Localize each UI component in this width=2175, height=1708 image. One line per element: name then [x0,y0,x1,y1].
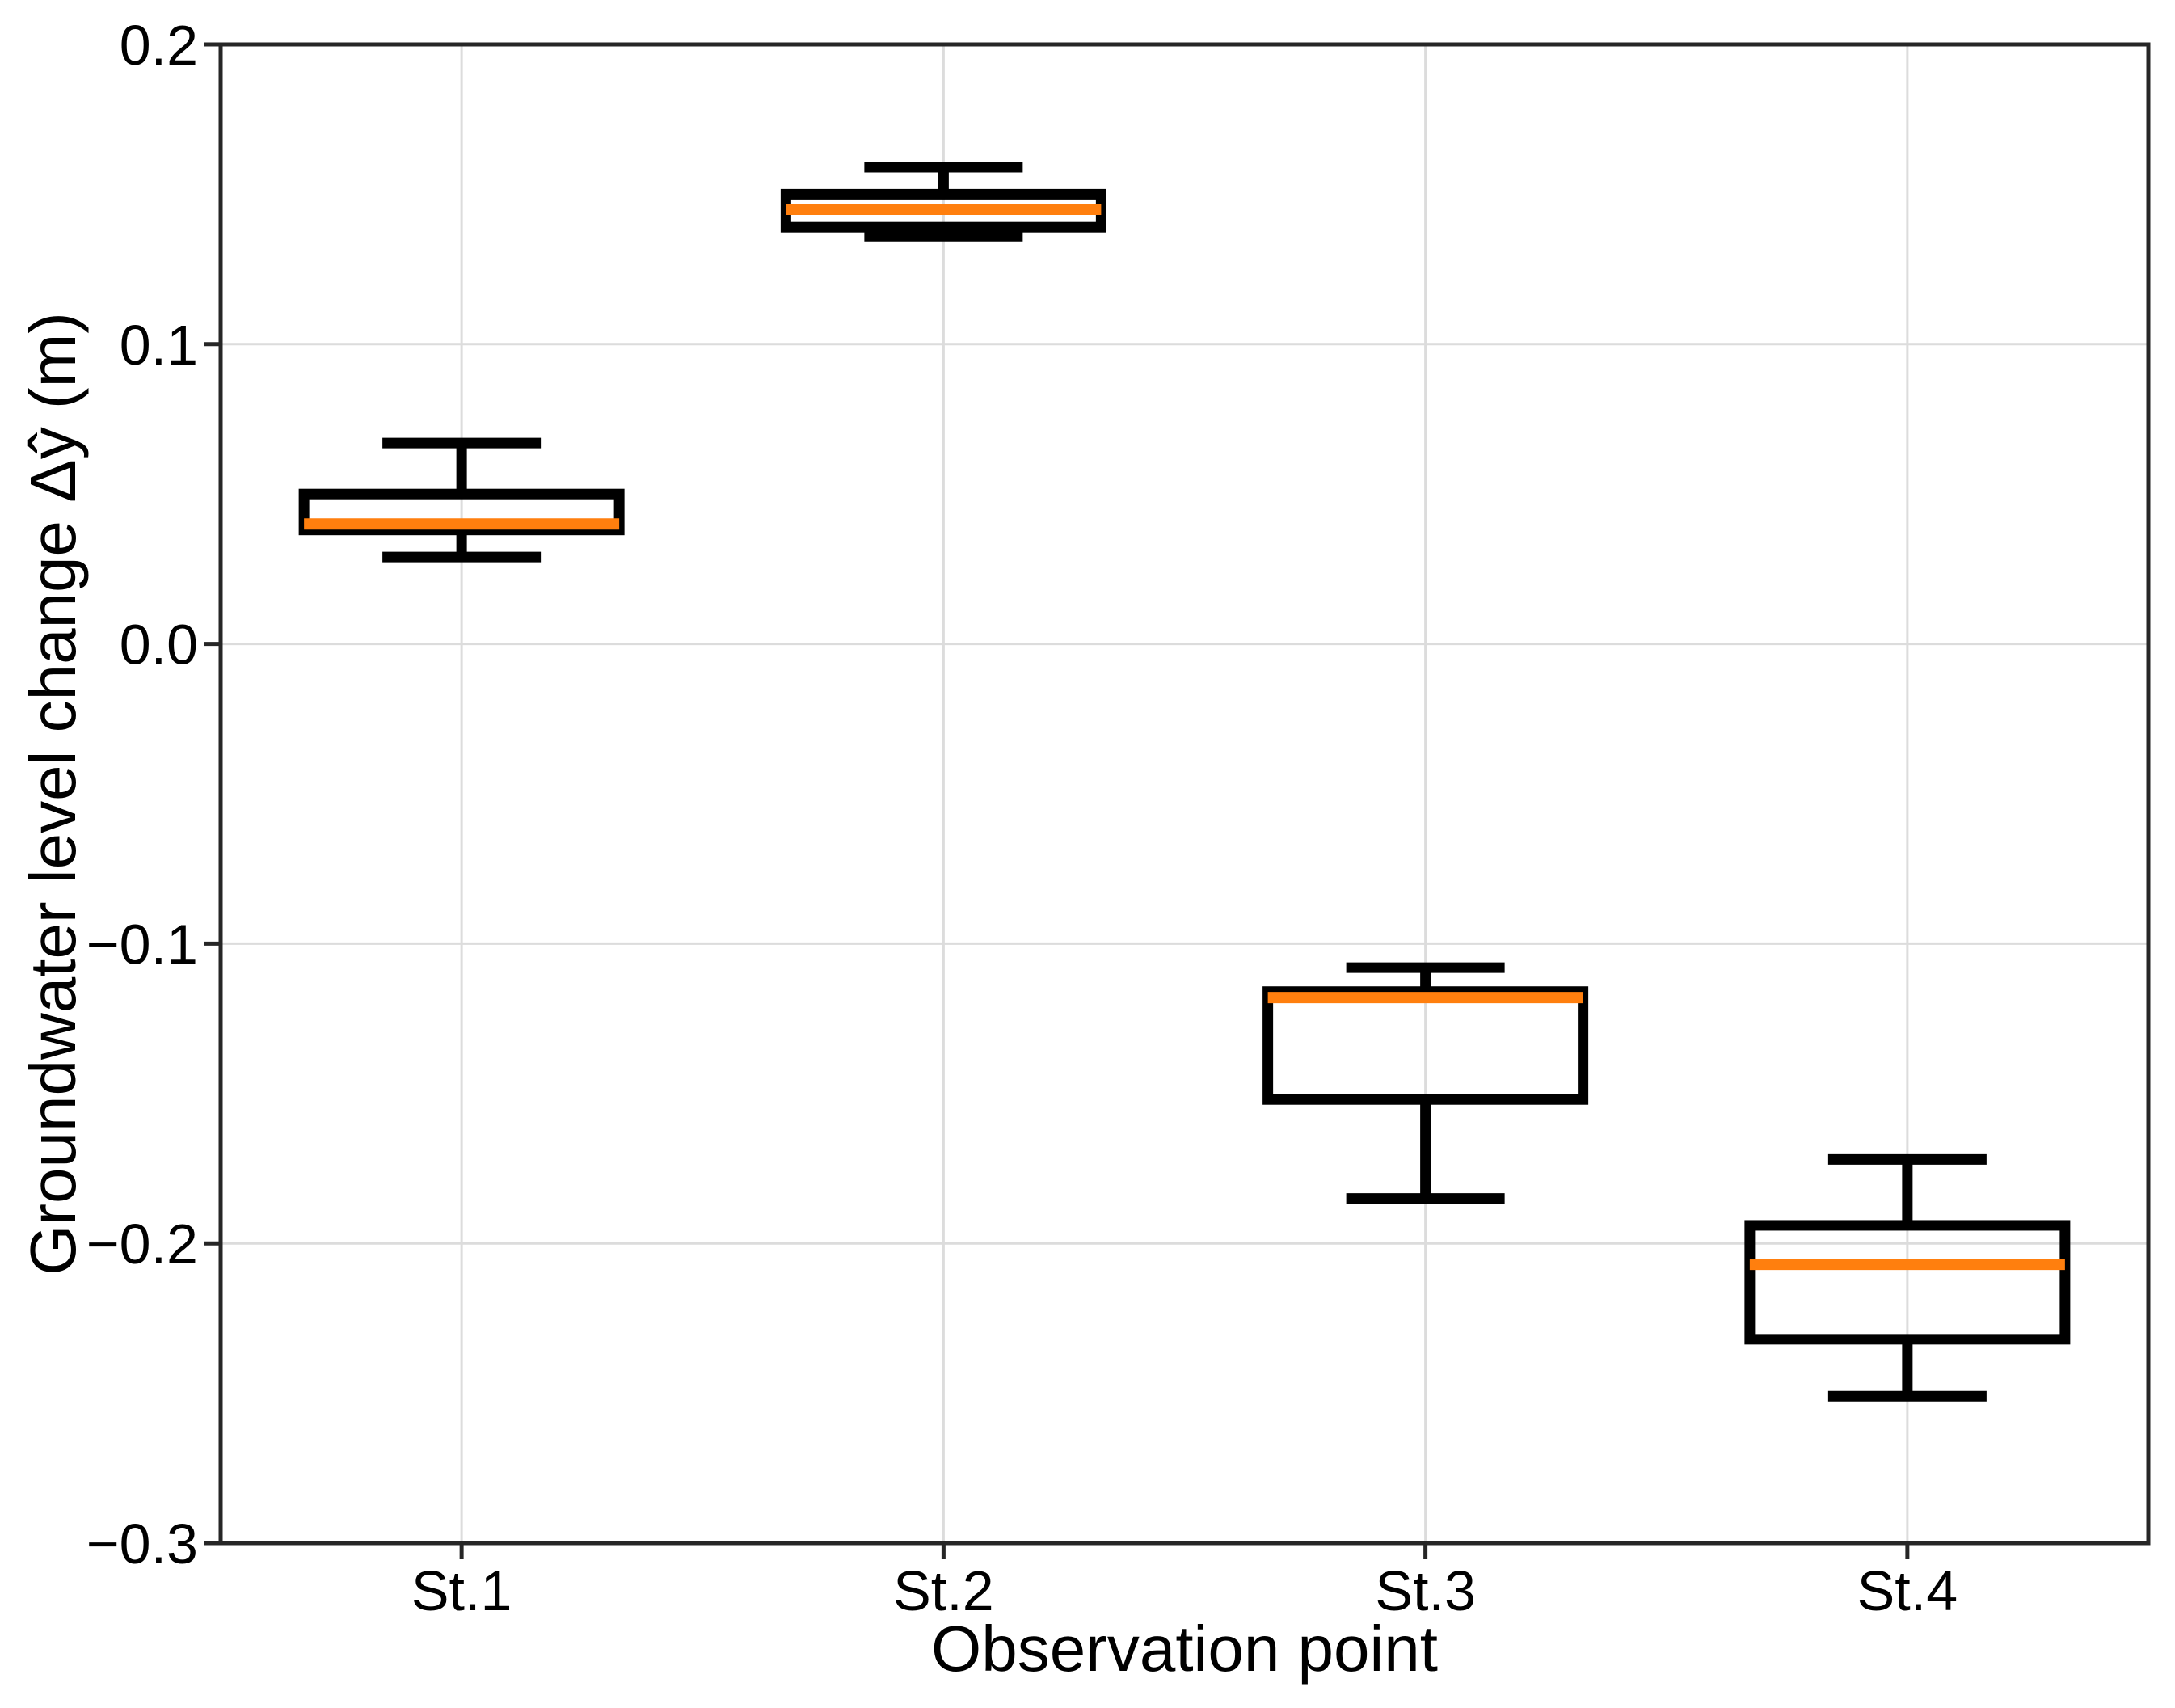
box-st3 [1262,962,1589,1204]
x-axis-title: Observation point [930,1613,1439,1685]
box-st2 [780,162,1106,242]
y-tick-label: 0.0 [120,614,198,677]
x-tick-label: St.2 [893,1559,994,1622]
box-rect [1262,986,1589,1105]
y-tick-label: 0.2 [120,14,198,77]
y-tick-label: −0.3 [86,1512,198,1575]
y-tick-label: −0.1 [86,913,198,976]
plot-frame [218,42,2151,1546]
y-tick-label: −0.2 [86,1212,198,1276]
y-tick-label: 0.1 [120,314,198,377]
box-rect [298,488,625,536]
y-axis-title: Groundwater level change Δŷ (m) [17,312,89,1276]
box-rect [1744,1220,2071,1345]
box-st4 [1744,1153,2071,1402]
x-tick-label: St.4 [1857,1559,1958,1622]
x-tick-label: St.1 [411,1559,512,1622]
box-st1 [298,437,625,563]
x-tick-label: St.3 [1375,1559,1476,1622]
